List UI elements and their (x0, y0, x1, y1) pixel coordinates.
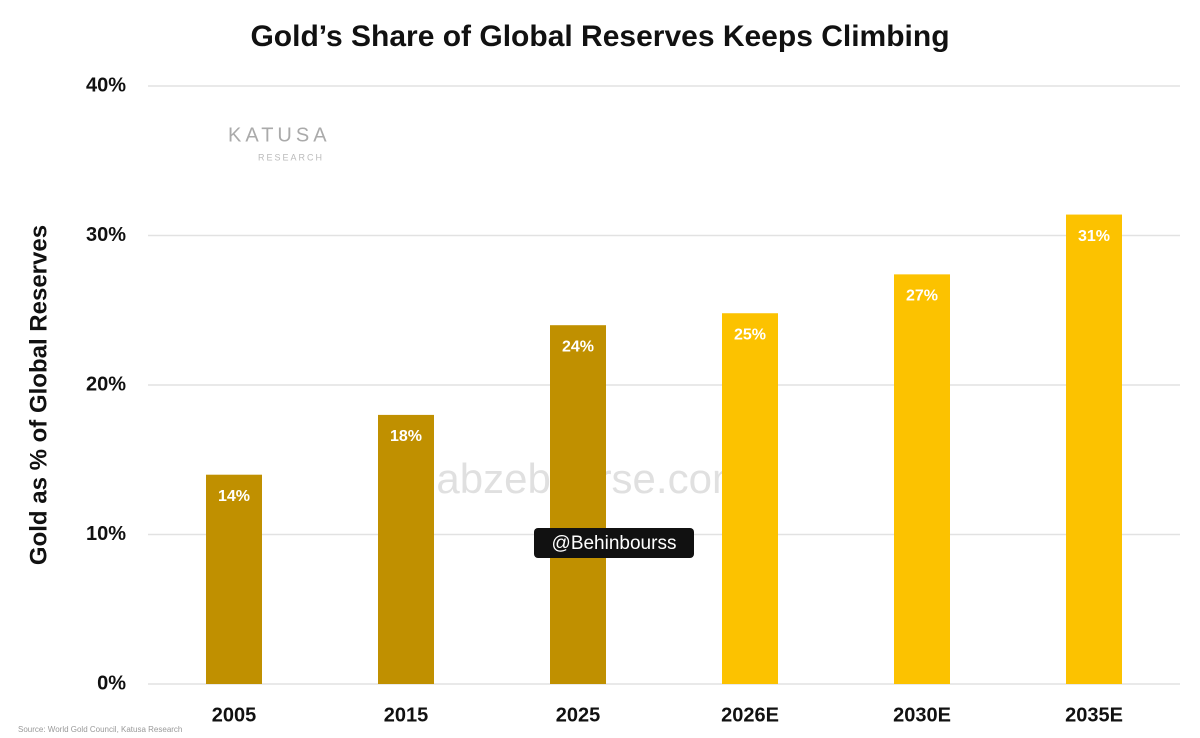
y-tick-label: 20% (86, 373, 126, 395)
y-axis-label: Gold as % of Global Reserves (25, 225, 52, 565)
data-label: 25% (734, 326, 766, 343)
bar (378, 414, 434, 684)
source-note: Source: World Gold Council, Katusa Resea… (18, 725, 182, 734)
chart-title: Gold’s Share of Global Reserves Keeps Cl… (250, 20, 949, 53)
y-tick-label: 30% (86, 224, 126, 246)
y-tick-label: 10% (86, 523, 126, 545)
y-tick-label: 40% (86, 74, 126, 96)
bar (722, 313, 778, 684)
bar (894, 274, 950, 684)
watermark: @Behinbourss (552, 533, 677, 554)
x-tick-label: 2035E (1065, 704, 1123, 726)
watermark: RESEARCH (258, 152, 324, 162)
x-tick-label: 2025 (556, 704, 601, 726)
data-label: 31% (1078, 228, 1110, 245)
data-label: 14% (218, 488, 250, 505)
bar (206, 474, 262, 684)
data-label: 24% (562, 338, 594, 355)
x-tick-label: 2030E (893, 704, 951, 726)
y-tick-label: 0% (97, 672, 126, 694)
data-label: 18% (390, 428, 422, 445)
watermark: KATUSA (228, 124, 331, 146)
x-tick-label: 2015 (384, 704, 429, 726)
bar (550, 325, 606, 684)
watermark-box (534, 528, 694, 558)
data-label: 27% (906, 288, 938, 305)
bar (1066, 214, 1122, 684)
x-tick-label: 2005 (212, 704, 257, 726)
x-tick-label: 2026E (721, 704, 779, 726)
